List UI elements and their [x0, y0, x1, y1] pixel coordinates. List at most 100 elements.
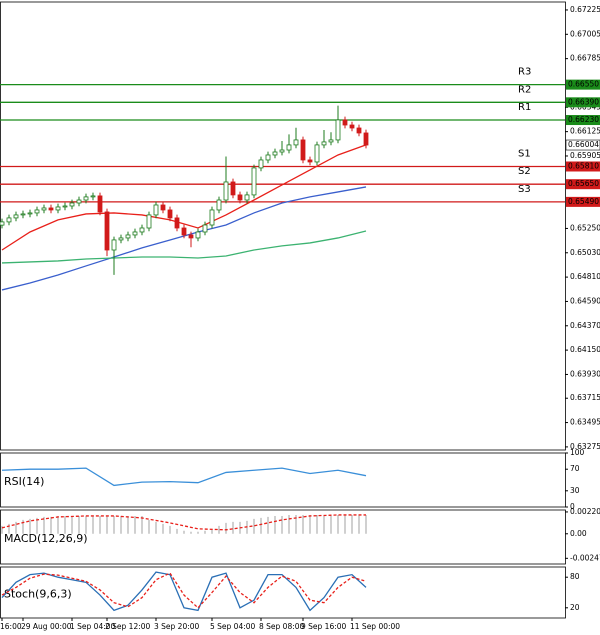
level-box: [566, 179, 600, 190]
level-price: 0.65490: [568, 197, 599, 206]
y-tick-label: 0.63495: [570, 418, 600, 427]
line-series: [1, 230, 367, 264]
candle-body: [27, 212, 33, 215]
candle-body: [83, 196, 89, 201]
line-series: [1, 572, 367, 609]
panel-title: Stoch(9,6,3): [4, 588, 72, 601]
level-price: 0.65810: [568, 161, 599, 170]
candle-body: [321, 141, 327, 146]
candle-body: [265, 154, 271, 161]
level-price: 0.65650: [568, 179, 599, 188]
x-tick-label: 1 Sep 04:00: [70, 622, 116, 631]
x-tick-label: 5 Sep 04:00: [210, 622, 256, 631]
candle-body: [69, 202, 75, 207]
candle-body: [307, 159, 313, 163]
candle-body: [34, 209, 40, 214]
y-tick-label: 0: [570, 502, 575, 511]
candle-body: [6, 217, 12, 223]
candle-body: [48, 207, 54, 211]
level-price: 0.66230: [568, 115, 599, 124]
y-tick-label: 0.00: [570, 529, 587, 538]
y-tick-label: 0.64370: [570, 321, 600, 330]
last-price-box: [565, 139, 600, 151]
y-tick-label: 0.63275: [570, 442, 600, 451]
y-tick-label: 30: [570, 486, 580, 495]
level-name: S3: [518, 184, 531, 195]
x-tick-label: 11 Sep 00:00: [350, 622, 400, 631]
candle-body: [328, 139, 334, 143]
candle-body: [258, 159, 264, 169]
candle-body: [146, 214, 152, 229]
y-tick-label: 0.64590: [570, 296, 600, 305]
level-name: R3: [518, 67, 531, 78]
candle-body: [356, 127, 362, 134]
x-tick-label: 3 Sep 20:00: [154, 622, 200, 631]
y-tick-label: 0.63715: [570, 393, 600, 402]
panel-frame: [0, 452, 566, 508]
level-price: 0.66390: [568, 97, 599, 106]
y-tick-label: 0.65250: [570, 223, 600, 232]
panel-title: RSI(14): [4, 475, 44, 488]
y-tick-label: 20: [570, 603, 580, 612]
line-series: [1, 571, 367, 612]
x-tick-label: 2 Sep 12:00: [105, 622, 151, 631]
candle-body: [160, 204, 166, 211]
y-tick-label: 70: [570, 464, 580, 473]
y-tick-label: 80: [570, 572, 580, 581]
panel-title: MACD(12,26,9): [4, 532, 88, 545]
candle-body: [216, 199, 222, 211]
level-box: [566, 196, 600, 207]
candle-body: [13, 214, 19, 219]
candle-body: [286, 144, 292, 151]
candle-body: [76, 199, 82, 204]
x-tick-label: 9 Sep 16:00: [301, 622, 347, 631]
candle-body: [195, 231, 201, 239]
candle-body: [118, 237, 124, 241]
level-box: [566, 115, 600, 126]
y-tick-label: 0.67005: [570, 29, 600, 38]
candle-body: [335, 119, 341, 141]
x-tick-label: 16:00: [0, 622, 22, 631]
y-tick-label: 0.67225: [570, 5, 600, 14]
candle-body: [132, 231, 138, 236]
x-tick-label: 8 Sep 08:00: [259, 622, 305, 631]
candle-body: [20, 213, 26, 216]
candle-body: [139, 227, 145, 233]
line-series: [1, 514, 366, 531]
y-tick-label: 0.002204: [570, 507, 600, 516]
x-tick-label: 29 Aug 00:00: [21, 622, 72, 631]
level-box: [566, 161, 600, 172]
candle-body: [279, 149, 285, 153]
panel-frame: [0, 509, 566, 565]
y-tick-label: 0.65030: [570, 248, 600, 257]
candle-body: [55, 206, 61, 211]
candle-body: [0, 221, 5, 226]
candle-body: [363, 132, 369, 146]
candle-body: [90, 195, 96, 198]
y-tick-label: 0.64150: [570, 345, 600, 354]
level-name: S2: [518, 166, 531, 177]
level-name: S1: [518, 148, 531, 159]
candle-body: [174, 217, 180, 229]
candle-body: [104, 211, 110, 251]
candle-body: [181, 227, 187, 236]
y-tick-label: 0.65905: [570, 151, 600, 160]
y-tick-label: 0.66785: [570, 54, 600, 63]
candle-body: [342, 119, 348, 126]
candle-body: [97, 195, 103, 213]
candle-body: [272, 151, 278, 156]
candle-body: [41, 207, 47, 211]
level-box: [566, 79, 600, 90]
y-tick-label: -0.002477: [570, 553, 600, 562]
y-tick-label: 0.63930: [570, 369, 600, 378]
last-price-label: 0.66004: [568, 140, 599, 149]
line-series: [1, 467, 367, 487]
candle-body: [62, 205, 68, 208]
level-name: R2: [518, 84, 531, 95]
level-price: 0.66550: [568, 80, 599, 89]
candle-body: [153, 204, 159, 216]
candle-body: [202, 224, 208, 233]
candle-body: [244, 194, 250, 201]
level-name: R1: [518, 102, 531, 113]
